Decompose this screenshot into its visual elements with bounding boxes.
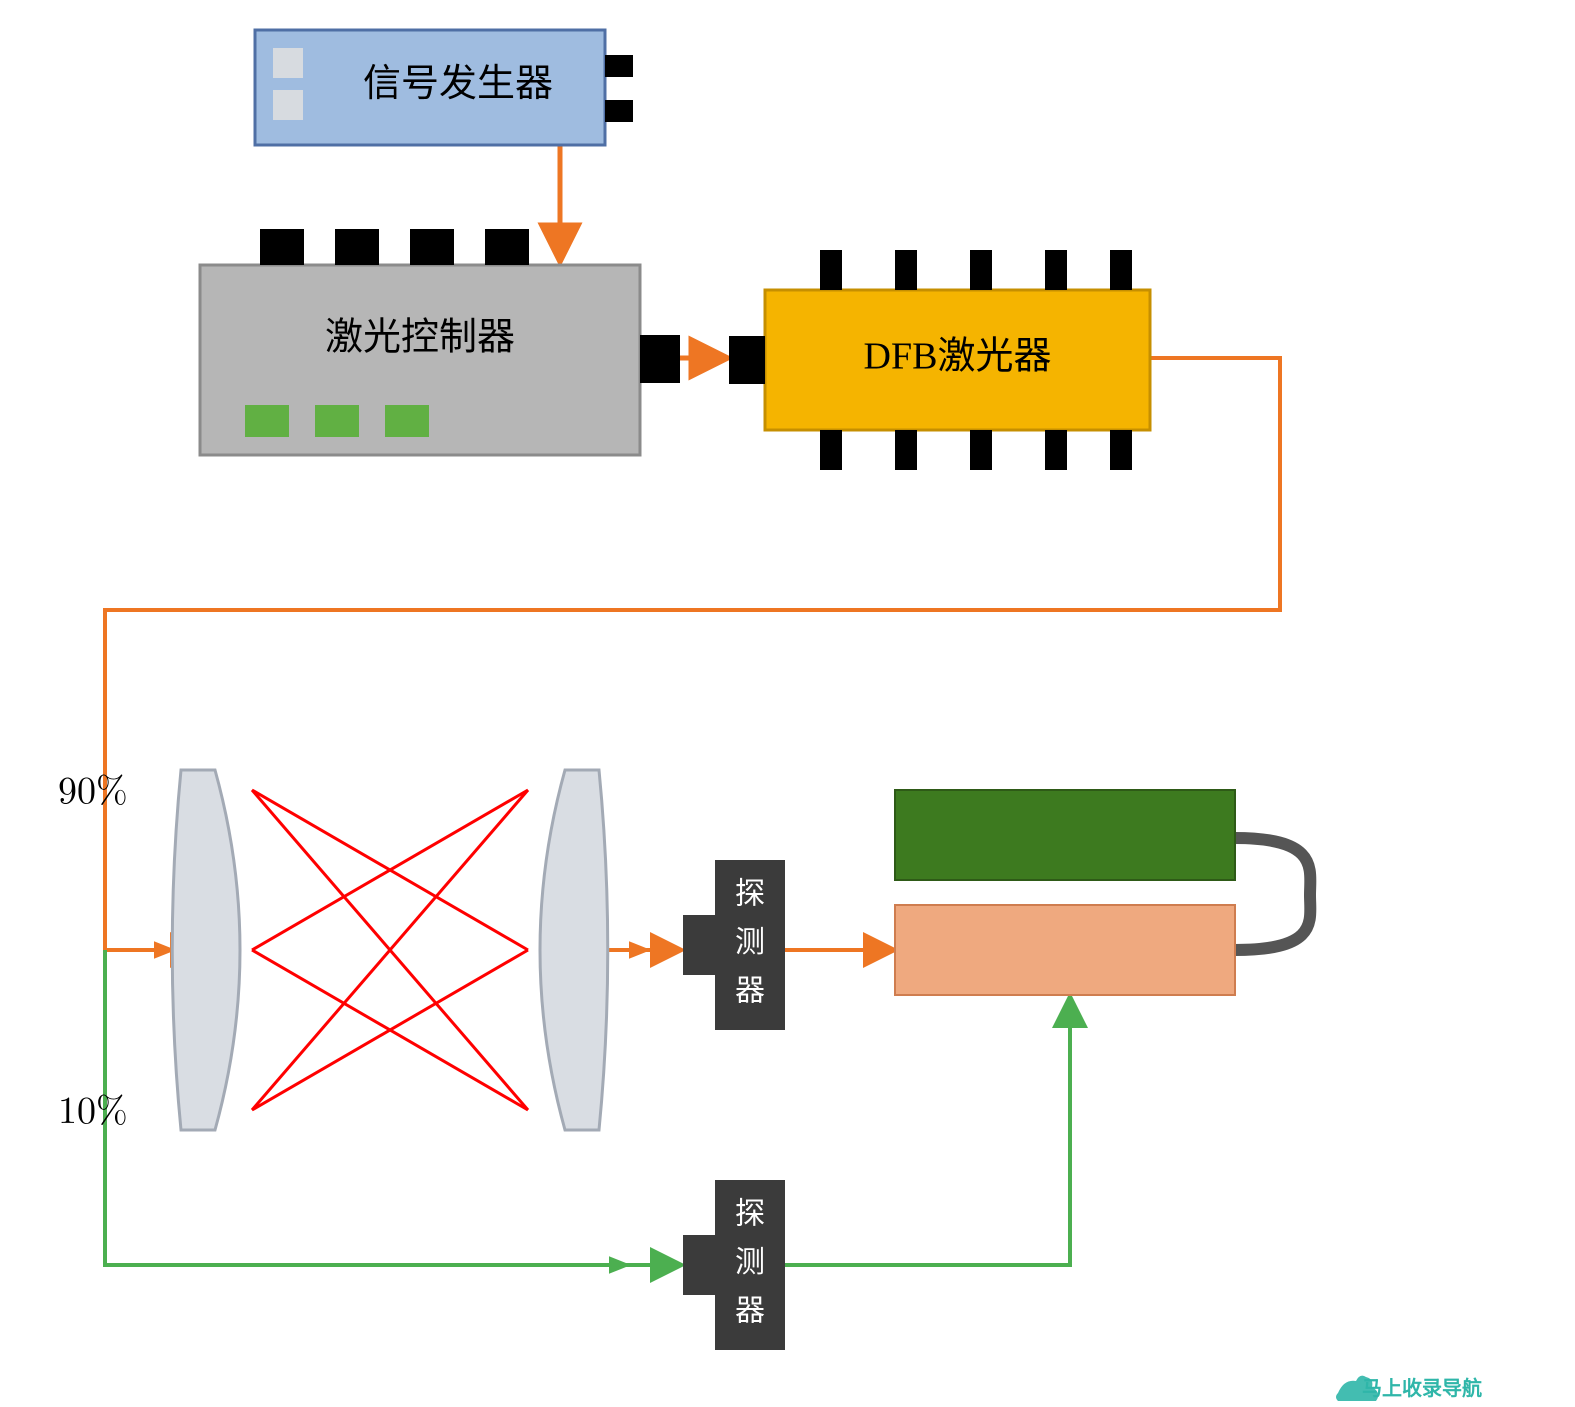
dfb-pin bbox=[895, 430, 917, 470]
laser-ctrl-top-port bbox=[260, 229, 304, 265]
laser-ctrl-out-port bbox=[640, 335, 680, 383]
mirror-left bbox=[172, 770, 240, 1130]
label-pct90: 90% bbox=[58, 761, 128, 815]
signal-gen: 信号发生器 bbox=[255, 30, 633, 145]
detector-1-port bbox=[683, 915, 715, 975]
label-pct10: 10% bbox=[58, 1081, 128, 1135]
dfb-pin bbox=[970, 430, 992, 470]
detector-1-label-char: 器 bbox=[735, 974, 765, 1007]
dfb-pin bbox=[970, 250, 992, 290]
detector-2-port bbox=[683, 1235, 715, 1295]
connector-det2_to_daq bbox=[785, 998, 1070, 1265]
detector-1: 探测器 bbox=[683, 860, 785, 1030]
laser-ctrl: 激光控制器 bbox=[200, 229, 680, 455]
detector-1-label-char: 探 bbox=[735, 877, 765, 910]
signal-gen-indicator bbox=[273, 48, 303, 78]
dfb-laser: DFB激光器 bbox=[729, 250, 1150, 470]
dfb-pin bbox=[820, 430, 842, 470]
mirror-right bbox=[540, 770, 608, 1130]
watermark-text: 马上收录导航 bbox=[1362, 1376, 1482, 1400]
laser-ctrl-top-port bbox=[335, 229, 379, 265]
detector-2-label-char: 器 bbox=[735, 1294, 765, 1327]
laser-ctrl-label: 激光控制器 bbox=[325, 317, 515, 359]
laser-ctrl-top-port bbox=[485, 229, 529, 265]
detector-1-label-char: 测 bbox=[735, 926, 765, 959]
dfb-pin bbox=[820, 250, 842, 290]
laser-ctrl-button bbox=[245, 405, 289, 437]
signal-gen-label: 信号发生器 bbox=[363, 63, 553, 105]
laser-ctrl-top-port bbox=[410, 229, 454, 265]
detector-2-label-char: 测 bbox=[735, 1246, 765, 1279]
watermark: 马上收录导航 bbox=[1336, 1376, 1482, 1401]
laser-ctrl-button bbox=[315, 405, 359, 437]
signal-gen-port bbox=[605, 55, 633, 77]
cable-pi-to-daq bbox=[1235, 838, 1310, 950]
dfb-pin bbox=[895, 250, 917, 290]
dfb-pin bbox=[1110, 430, 1132, 470]
dfb-in-port bbox=[729, 336, 765, 384]
dfb-laser-label: DFB激光器 bbox=[864, 336, 1052, 378]
daq-card bbox=[895, 905, 1235, 995]
dfb-pin bbox=[1045, 250, 1067, 290]
diagram-canvas: 信号发生器激光控制器DFB激光器探测器探测器90%10%马上收录导航 bbox=[0, 0, 1575, 1407]
detector-2: 探测器 bbox=[683, 1180, 785, 1350]
signal-gen-port bbox=[605, 100, 633, 122]
dfb-pin bbox=[1110, 250, 1132, 290]
signal-gen-indicator bbox=[273, 90, 303, 120]
laser-ctrl-button bbox=[385, 405, 429, 437]
raspberry-pi bbox=[895, 790, 1235, 880]
dfb-pin bbox=[1045, 430, 1067, 470]
detector-2-label-char: 探 bbox=[735, 1197, 765, 1230]
